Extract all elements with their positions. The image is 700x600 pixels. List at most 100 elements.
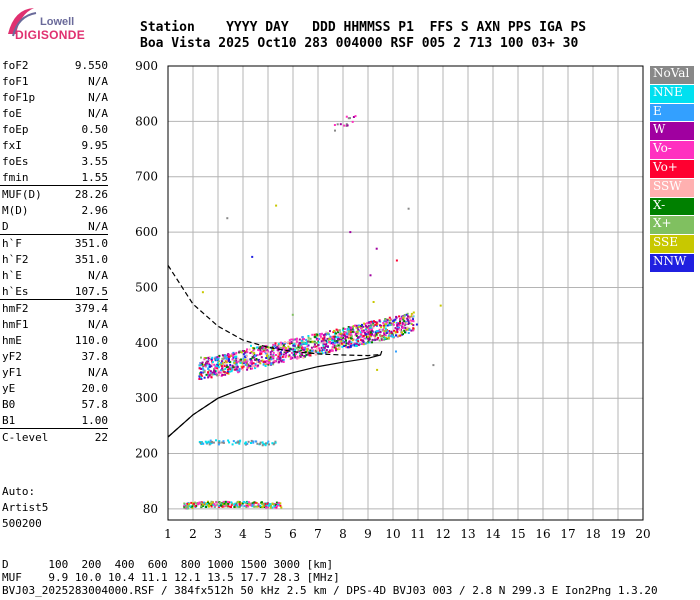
echo-point: [221, 373, 224, 376]
echo-point: [360, 327, 362, 330]
echo-point: [371, 341, 373, 344]
echo-point: [308, 350, 311, 353]
echo-point: [213, 503, 216, 506]
echo-point: [298, 338, 301, 341]
echo-point: [358, 325, 361, 328]
echo-point: [284, 349, 287, 352]
echo-point: [271, 502, 274, 505]
echo-point: [295, 351, 298, 354]
echo-point: [238, 369, 241, 372]
echo-point: [324, 333, 327, 336]
echo-point: [392, 322, 395, 325]
echo-point: [216, 356, 219, 358]
echo-point: [355, 334, 358, 337]
echo-point: [367, 335, 370, 338]
param-row-he: h`E N/A: [0, 268, 110, 284]
echo-point: [405, 313, 408, 316]
legend-item-w: W: [650, 122, 694, 141]
echo-point: [264, 349, 266, 352]
echo-point: [264, 502, 267, 505]
echo-point: [364, 331, 366, 334]
echo-point: [365, 341, 368, 344]
echo-point: [313, 343, 316, 346]
echo-point: [231, 502, 234, 505]
echo-point: [396, 331, 399, 334]
param-row-fof1p: foF1p N/A: [0, 90, 110, 106]
echo-point: [347, 346, 349, 349]
echo-point: [361, 323, 363, 326]
echo-point: [289, 358, 292, 360]
echo-point: [231, 366, 234, 369]
echo-point: [410, 329, 413, 332]
echo-point: [254, 440, 257, 443]
echo-point: [407, 323, 410, 325]
x-tick-label: 20: [635, 527, 650, 541]
echo-point: [203, 369, 206, 372]
echo-point: [336, 123, 339, 126]
echo-point: [402, 316, 405, 319]
echo-point: [383, 337, 386, 340]
echo-point: [251, 365, 254, 367]
legend-item-x: X-: [650, 197, 694, 216]
echo-point: [322, 338, 325, 341]
legend-item-e: E: [650, 103, 694, 122]
echo-point: [247, 501, 250, 504]
echo-point: [282, 345, 285, 348]
echo-point: [279, 351, 282, 354]
echo-point: [357, 336, 360, 339]
echo-point: [242, 360, 245, 363]
echo-point: [412, 311, 415, 314]
echo-point: [272, 363, 275, 366]
echo-point: [261, 441, 264, 444]
echo-point: [264, 347, 267, 350]
echo-point: [278, 342, 280, 345]
echo-point: [270, 504, 272, 507]
echo-point: [213, 369, 216, 372]
echo-point: [270, 363, 273, 366]
echo-point: [325, 343, 328, 345]
echo-point: [260, 356, 263, 359]
echo-point: [279, 504, 282, 507]
echo-point: [235, 359, 238, 362]
echo-point: [200, 505, 203, 508]
echo-point: [230, 501, 233, 504]
echo-point: [305, 353, 308, 356]
echo-point: [219, 371, 222, 374]
echo-point: [382, 335, 385, 338]
echo-point: [439, 304, 442, 307]
echo-point: [268, 503, 271, 506]
echo-point: [210, 442, 213, 444]
echo-point: [271, 506, 274, 509]
echo-point: [260, 347, 263, 350]
echo-point: [222, 370, 225, 373]
echo-point: [202, 504, 204, 507]
echo-point: [244, 442, 246, 445]
param-row-ye: yE 20.0: [0, 381, 110, 397]
x-tick-label: 6: [289, 527, 297, 541]
echo-point: [247, 505, 250, 508]
echo-point: [240, 358, 243, 361]
echo-point: [291, 356, 294, 359]
echo-point: [333, 124, 336, 126]
echo-point: [234, 366, 237, 369]
echo-point: [230, 506, 232, 508]
echo-point: [338, 344, 341, 347]
echo-point: [207, 504, 210, 507]
echo-point: [264, 352, 267, 355]
echo-point: [280, 353, 283, 356]
param-value: N/A: [88, 220, 108, 233]
echo-point: [339, 337, 342, 339]
echo-point: [302, 346, 305, 349]
param-row-md: M(D) 2.96: [0, 203, 110, 219]
echo-point: [320, 346, 323, 349]
echo-point: [228, 441, 231, 444]
x-tick-label: 8: [339, 527, 347, 541]
x-tick-label: 16: [535, 527, 550, 541]
y-tick-label: 200: [135, 447, 158, 461]
echo-point: [321, 352, 324, 355]
echo-point: [350, 327, 353, 329]
echo-point: [385, 332, 388, 334]
echo-point: [348, 326, 351, 329]
param-row-fof2: foF2 9.550: [0, 58, 110, 74]
echo-point: [244, 363, 247, 366]
